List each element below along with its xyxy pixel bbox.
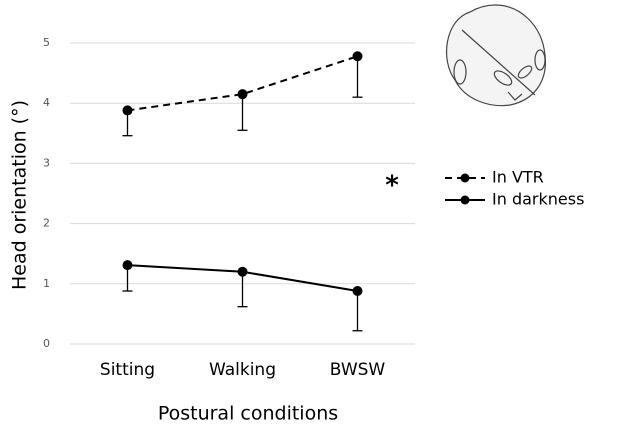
point — [237, 89, 248, 100]
point — [237, 266, 248, 277]
legend-marker — [460, 173, 470, 183]
x-axis-title: Postural conditions — [158, 403, 338, 425]
series-line — [127, 55, 358, 112]
y-tick-label: 1 — [43, 277, 50, 290]
y-tick-label: 2 — [43, 217, 50, 230]
legend-marker — [460, 195, 470, 205]
x-tick-label: Sitting — [100, 360, 155, 380]
head-icon — [446, 4, 547, 107]
y-tick-label: 4 — [43, 96, 50, 109]
point — [352, 286, 363, 297]
y-tick-label: 5 — [43, 36, 50, 49]
legend-label: In darkness — [492, 190, 584, 209]
x-tick-label: Walking — [209, 360, 276, 380]
point — [122, 105, 133, 116]
annotation: * — [385, 171, 399, 201]
point — [352, 51, 363, 62]
legend-label: In VTR — [492, 168, 544, 187]
y-axis-title: Head orientation (°) — [9, 100, 31, 290]
y-tick-label: 3 — [43, 156, 50, 169]
point — [122, 260, 133, 271]
x-tick-label: BWSW — [330, 360, 386, 380]
y-tick-label: 0 — [43, 337, 50, 350]
